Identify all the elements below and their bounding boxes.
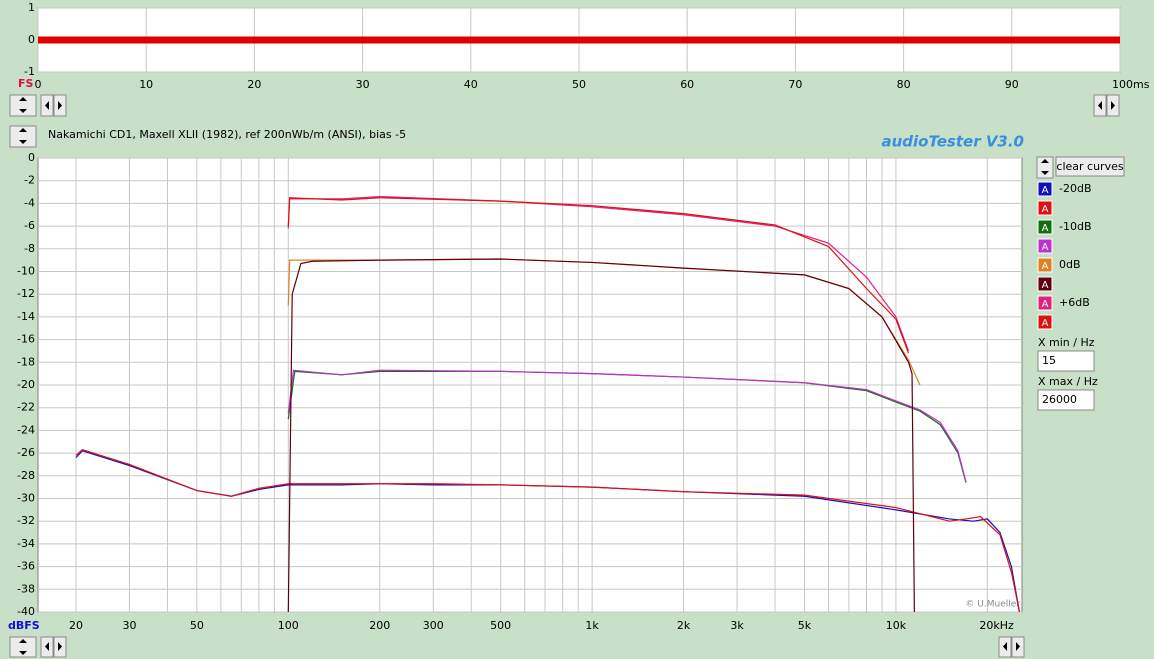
legend-label: -10dB (1059, 220, 1092, 233)
x-tick-label: 100 (278, 619, 299, 632)
xmax-value[interactable]: 26000 (1042, 393, 1077, 406)
y-tick-label: -32 (17, 514, 35, 527)
y-tick-label: 0 (28, 151, 35, 164)
y-tick-label: -22 (17, 401, 35, 414)
legend-swatch[interactable] (1037, 295, 1053, 311)
bottom-controls[interactable] (9, 636, 1025, 658)
x-tick-label: 30 (356, 78, 370, 91)
legend-swatch[interactable] (1037, 219, 1053, 235)
x-tick-label: 20 (69, 619, 83, 632)
clear-button-frame[interactable] (1055, 156, 1125, 177)
x-tick-label: 90 (1005, 78, 1019, 91)
y-axis-label: FS (18, 77, 34, 90)
y-tick-label: -8 (24, 242, 35, 255)
legend-swatch[interactable] (1037, 257, 1053, 273)
x-tick-label: 0 (35, 78, 42, 91)
chart-title: Nakamichi CD1, Maxell XLII (1982), ref 2… (48, 128, 406, 141)
x-tick-label: 300 (423, 619, 444, 632)
x-tick-label: 5k (798, 619, 812, 632)
data-line (287, 369, 967, 482)
x-tick-label: 10 (139, 78, 153, 91)
legend-icon: A (1042, 204, 1049, 215)
legend-label: +6dB (1059, 296, 1090, 309)
y-tick-label: -36 (17, 560, 35, 573)
legend-swatch[interactable] (1037, 276, 1053, 292)
legend-label: 0dB (1059, 258, 1081, 271)
x-tick-label: 3k (730, 619, 744, 632)
x-tick-label: 10k (886, 619, 907, 632)
x-tick-label: 1k (585, 619, 599, 632)
y-tick-label: -16 (17, 333, 35, 346)
xmax-input[interactable] (1037, 389, 1095, 411)
legend-icon: A (1042, 299, 1049, 310)
x-tick-label: 50 (572, 78, 586, 91)
y-tick-label: -24 (17, 423, 35, 436)
y-tick-label: -30 (17, 492, 35, 505)
y-tick-label: -20 (17, 378, 35, 391)
xmin-input[interactable] (1037, 350, 1095, 372)
legend-swatch[interactable] (1037, 314, 1053, 330)
y-tick-label: -4 (24, 196, 35, 209)
y-tick-label: 1 (28, 1, 35, 14)
y-tick-label: -12 (17, 287, 35, 300)
y-tick-label: -28 (17, 469, 35, 482)
y-tick-label: -2 (24, 174, 35, 187)
data-line (287, 197, 910, 354)
xmin-label: X min / Hz (1038, 336, 1095, 349)
legend-swatch[interactable] (1037, 181, 1053, 197)
x-tick-label: 50 (190, 619, 204, 632)
x-tick-label: 40 (464, 78, 478, 91)
x-tick-label: 80 (897, 78, 911, 91)
y-tick-label: -6 (24, 219, 35, 232)
y-tick-label: 0 (28, 33, 35, 46)
y-tick-label: -34 (17, 537, 35, 550)
x-tick-label: 30 (122, 619, 136, 632)
x-tick-label: 70 (788, 78, 802, 91)
x-tick-label: 2k (677, 619, 691, 632)
app-name: audioTester V3.0 (881, 133, 1024, 151)
y-tick-label: -40 (17, 605, 35, 618)
watermark: © U.Mueller (965, 600, 1020, 610)
y-tick-label: -18 (17, 355, 35, 368)
clear-button[interactable]: clear curves (1055, 156, 1125, 177)
x-tick-label: 20kHz (979, 619, 1014, 632)
y-tick-label: -1 (24, 65, 35, 78)
top-controls[interactable] (9, 94, 1120, 117)
y-tick-label: -38 (17, 582, 35, 595)
x-tick-label: 100ms (1112, 78, 1150, 91)
y-tick-label: -10 (17, 265, 35, 278)
x-tick-label: 500 (490, 619, 511, 632)
clear-button-label[interactable]: clear curves (1056, 160, 1123, 173)
legend-label: -20dB (1059, 182, 1092, 195)
xmin-value[interactable]: 15 (1042, 354, 1056, 367)
legend-swatch[interactable] (1037, 238, 1053, 254)
legend-swatch[interactable] (1037, 200, 1053, 216)
x-tick-label: 60 (680, 78, 694, 91)
x-tick-label: 20 (247, 78, 261, 91)
legend-icon: A (1042, 261, 1049, 272)
legend-icon: A (1042, 185, 1049, 196)
legend-icon: A (1042, 223, 1049, 234)
y-tick-label: -26 (17, 446, 35, 459)
y-axis-label: dBFS (8, 619, 40, 632)
legend-icon: A (1042, 280, 1049, 291)
x-tick-label: 200 (369, 619, 390, 632)
data-line (75, 449, 1021, 612)
mid-controls[interactable] (9, 125, 1054, 179)
data-line (287, 258, 915, 612)
y-tick-label: -14 (17, 310, 35, 323)
legend-icon: A (1042, 318, 1049, 329)
xmax-label: X max / Hz (1038, 375, 1098, 388)
legend-icon: A (1042, 242, 1049, 253)
data-line (287, 195, 910, 352)
